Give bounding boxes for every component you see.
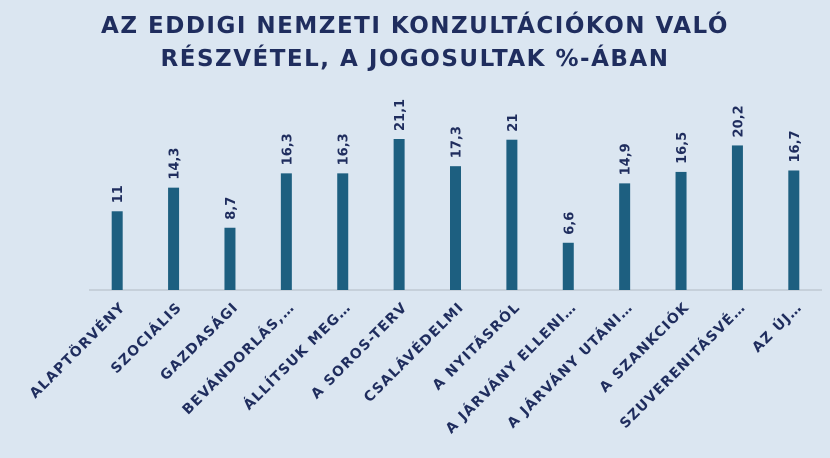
x-tick-label: BEVÁNDORLÁS,…	[179, 299, 298, 418]
value-label: 16,3	[280, 133, 295, 165]
value-label: 14,3	[168, 148, 183, 180]
bar	[788, 170, 800, 290]
bar	[111, 211, 123, 290]
value-label: 14,9	[619, 143, 634, 175]
bar	[562, 242, 574, 290]
value-label: 21	[506, 114, 521, 132]
value-label: 16,7	[788, 130, 803, 162]
bar	[337, 173, 349, 290]
value-label: 16,5	[675, 132, 690, 164]
value-label: 20,2	[731, 105, 746, 137]
x-tick-label: CSALÁVÉDELMI	[360, 299, 467, 406]
value-label: 17,3	[450, 126, 465, 158]
value-label: 6,6	[562, 212, 577, 235]
value-label: 8,7	[224, 197, 239, 220]
x-tick-label: ALAPTÖRVÉNY	[25, 298, 129, 402]
bar	[280, 173, 292, 290]
value-label: 21,1	[393, 99, 408, 131]
bar	[168, 187, 180, 290]
bar	[731, 145, 743, 290]
chart-title: AZ EDDIGI NEMZETI KONZULTÁCIÓKON VALÓ RÉ…	[101, 13, 729, 72]
bar	[506, 139, 518, 290]
value-label: 11	[111, 185, 126, 203]
value-label: 16,3	[337, 133, 352, 165]
x-tick-label: ÁLLÍTSUK MEG…	[240, 299, 355, 414]
bar	[450, 166, 461, 290]
bar	[224, 227, 236, 290]
x-tick-label: AZ ÚJ…	[748, 298, 806, 356]
bar	[619, 183, 631, 290]
bar	[393, 139, 405, 290]
x-tick-label: A SOROS-TERV	[308, 300, 411, 403]
bar	[675, 171, 687, 290]
